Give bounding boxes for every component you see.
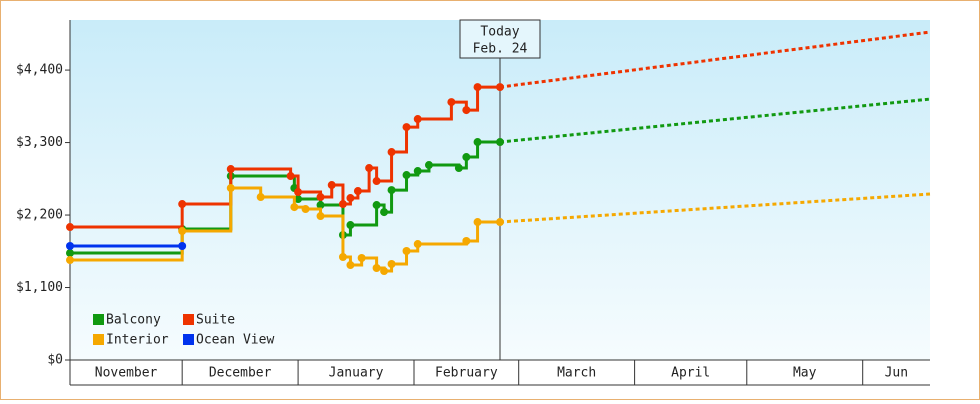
price-point [346,261,355,270]
price-point [454,164,463,173]
today-label: Today [480,25,519,40]
price-point [462,237,471,245]
month-label: April [671,366,710,381]
legend-label: Suite [196,313,235,328]
price-point [226,165,235,174]
price-point [357,254,366,262]
price-point [290,203,299,212]
price-point [316,201,325,210]
legend-swatch [183,314,194,325]
price-point [327,181,336,190]
price-point [447,98,456,107]
price-point [301,205,310,214]
price-point [462,153,471,162]
price-point [316,193,325,202]
legend-label: Balcony [106,313,161,328]
forecast-line [499,97,931,144]
price-point [496,83,504,92]
legend-label: Interior [106,333,169,348]
legend-swatch [93,334,104,345]
price-point [496,138,504,147]
price-point [346,194,355,203]
y-tick-label: $3,300 [16,135,63,150]
price-point [286,172,295,181]
price-point [178,242,187,251]
price-point [338,200,347,209]
price-point [66,249,74,258]
price-point [372,177,381,186]
price-point [365,164,374,173]
month-label: December [209,366,272,381]
price-point [353,187,362,196]
price-point [294,195,303,204]
price-point [413,115,422,124]
price-point [413,240,422,249]
month-label: February [435,366,498,381]
price-point [402,247,411,256]
month-label: January [329,366,384,381]
y-tick-label: $1,100 [16,280,63,295]
price-point [66,223,74,232]
price-point [387,259,396,268]
month-label: May [793,366,817,381]
price-point [402,123,411,132]
price-point [294,188,303,197]
price-point [372,264,381,273]
price-point [66,242,74,251]
price-point [380,208,389,217]
price-point [473,83,482,92]
month-label: Jun [885,366,908,381]
price-point [387,148,396,157]
price-point [473,138,482,147]
y-tick-label: $0 [47,353,63,368]
legend-swatch [183,334,194,345]
y-tick-label: $4,400 [16,63,63,78]
price-point [424,161,433,170]
forecast-line [499,30,931,89]
month-label: November [95,366,158,381]
price-point [178,227,187,236]
price-point [178,200,187,209]
price-point [316,212,325,221]
legend-label: Ocean View [196,333,274,348]
price-point [66,256,74,265]
price-point [473,218,482,227]
price-point [496,218,504,227]
y-tick-label: $2,200 [16,208,63,223]
price-point [380,267,389,276]
price-point [402,171,411,180]
price-point [346,221,355,230]
price-point [387,186,396,195]
price-point [338,253,347,262]
price-point [256,193,265,202]
price-point [226,184,235,193]
price-point [372,201,381,210]
price-point [462,106,471,115]
price-point [413,167,422,176]
today-date: Feb. 24 [473,42,528,57]
forecast-line [499,192,931,224]
month-label: March [557,366,596,381]
today-box [459,19,541,59]
legend-swatch [93,314,104,325]
